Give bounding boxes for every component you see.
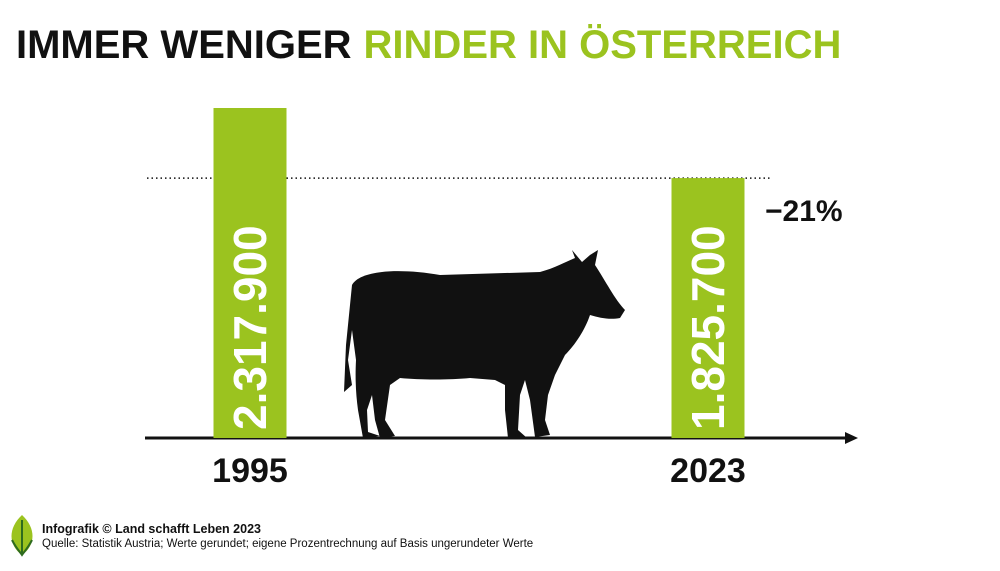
- chart-title: IMMER WENIGER RINDER IN ÖSTERREICH: [16, 22, 841, 67]
- footer-credit: Infografik © Land schafft Leben 2023: [42, 522, 261, 536]
- logo: [11, 515, 33, 557]
- value-label: 1.825.700: [682, 225, 734, 430]
- bar: [213, 108, 287, 438]
- axis-arrowhead: [845, 432, 858, 444]
- annotation: −21%: [765, 195, 843, 228]
- bar: [671, 178, 745, 438]
- x-tick-label: 1995: [212, 452, 288, 490]
- cow-illustration: [344, 250, 625, 438]
- title-part: IMMER WENIGER: [16, 23, 352, 67]
- x-tick-label: 2023: [670, 452, 746, 490]
- value-label: 2.317.900: [224, 225, 276, 430]
- footer-source: Quelle: Statistik Austria; Werte gerunde…: [42, 538, 533, 550]
- title-part: RINDER IN ÖSTERREICH: [364, 22, 842, 67]
